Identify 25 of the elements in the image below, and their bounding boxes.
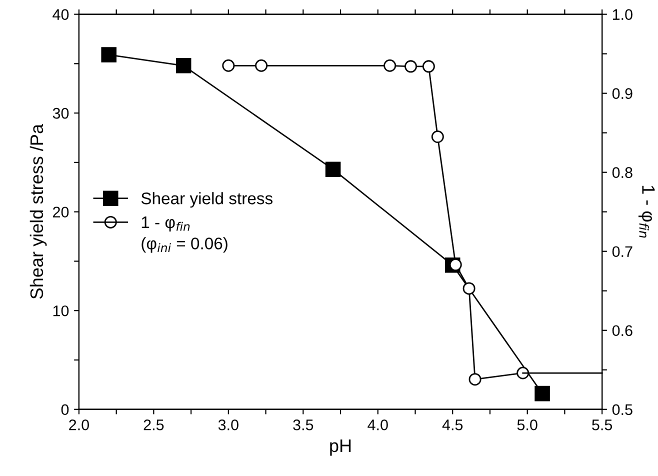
x-axis-title: pH — [330, 440, 351, 456]
annotation: (φ$_{ini}$ = 0.06) — [142, 237, 228, 253]
y-tick-label: 0 — [61, 404, 69, 416]
x-tick-label: 5.0 — [517, 419, 538, 430]
x-tick-label: 4.5 — [442, 420, 463, 430]
y-axis-title: Shear yield stress /Pa — [30, 124, 47, 299]
x-tick-label: 4.0 — [368, 419, 388, 430]
y2-tick-label: 0.9 — [612, 88, 632, 99]
legend-label: Shear yield stress — [141, 192, 272, 208]
y2-tick-label: 0.6 — [612, 325, 632, 336]
x-tick-label: 3.5 — [293, 419, 314, 430]
x-tick-label: 2.0 — [69, 419, 89, 430]
y2-tick-label: 0.5 — [612, 404, 632, 416]
x-tick-label: 2.5 — [144, 419, 164, 430]
x-tick-label: 5.5 — [592, 420, 612, 430]
y2-axis-title: 1 - φ$_{fin}$ — [638, 186, 655, 238]
x-tick-label: 3.0 — [218, 419, 238, 430]
y-tick-label: 30 — [52, 108, 69, 119]
y2-tick-label: 1.0 — [612, 9, 632, 20]
y-tick-label: 20 — [53, 206, 69, 218]
y2-tick-label: 0.8 — [612, 167, 632, 178]
y-tick-label: 40 — [52, 9, 69, 20]
legend-label: 1 - φ$_{fin}$ — [142, 216, 190, 232]
y2-tick-label: 0.7 — [612, 246, 632, 258]
y-tick-label: 10 — [53, 305, 69, 316]
